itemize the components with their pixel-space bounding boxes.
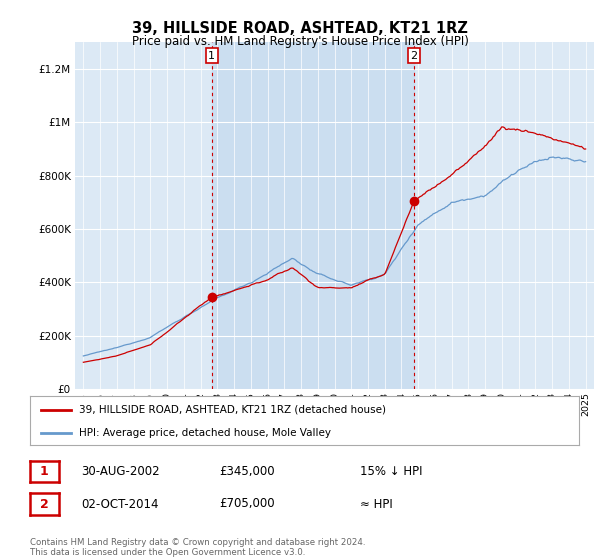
Text: £705,000: £705,000 xyxy=(219,497,275,511)
Text: 39, HILLSIDE ROAD, ASHTEAD, KT21 1RZ: 39, HILLSIDE ROAD, ASHTEAD, KT21 1RZ xyxy=(132,21,468,36)
Text: Contains HM Land Registry data © Crown copyright and database right 2024.
This d: Contains HM Land Registry data © Crown c… xyxy=(30,538,365,557)
Text: 2: 2 xyxy=(40,497,49,511)
Text: 39, HILLSIDE ROAD, ASHTEAD, KT21 1RZ (detached house): 39, HILLSIDE ROAD, ASHTEAD, KT21 1RZ (de… xyxy=(79,405,386,415)
Text: 15% ↓ HPI: 15% ↓ HPI xyxy=(360,465,422,478)
Text: £345,000: £345,000 xyxy=(219,465,275,478)
Text: 02-OCT-2014: 02-OCT-2014 xyxy=(81,497,158,511)
Text: 1: 1 xyxy=(208,50,215,60)
Text: HPI: Average price, detached house, Mole Valley: HPI: Average price, detached house, Mole… xyxy=(79,428,331,438)
Bar xyxy=(212,42,414,389)
Text: 1: 1 xyxy=(40,465,49,478)
Text: 2: 2 xyxy=(410,50,418,60)
Text: Price paid vs. HM Land Registry's House Price Index (HPI): Price paid vs. HM Land Registry's House … xyxy=(131,35,469,48)
Text: 30-AUG-2002: 30-AUG-2002 xyxy=(81,465,160,478)
Text: ≈ HPI: ≈ HPI xyxy=(360,497,393,511)
